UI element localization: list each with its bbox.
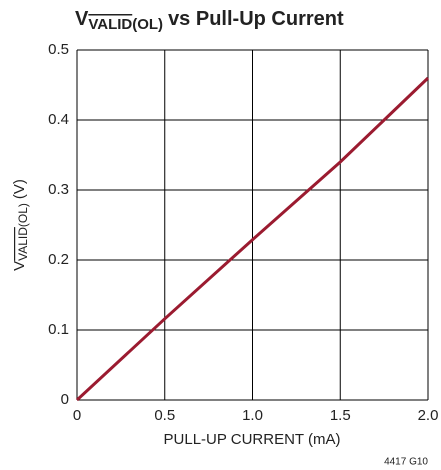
x-tick-label: 0.5 (154, 407, 175, 424)
title-part: vs Pull-Up Current (168, 8, 344, 30)
y-tick-label: 0.4 (48, 111, 69, 128)
label-part: (V) (11, 179, 28, 199)
x-tick-label: 1.5 (330, 407, 351, 424)
y-tick-label: 0 (61, 391, 69, 408)
y-tick-label: 0.2 (48, 251, 69, 268)
label-part: VALID (16, 227, 30, 261)
y-tick-label: 0.1 (48, 321, 69, 338)
x-tick-label: 0 (73, 407, 81, 424)
title-part: (OL) (132, 16, 163, 33)
y-axis-label: VVALID(OL) (V) (11, 179, 30, 271)
y-tick-label: 0.3 (48, 181, 69, 198)
label-part: V (11, 261, 28, 271)
chart-title: VVALID(OL) vs Pull-Up Current (75, 8, 344, 33)
label-part: (OL) (16, 203, 30, 227)
title-part: VALID (88, 16, 132, 33)
x-tick-label: 2.0 (418, 407, 439, 424)
x-tick-label: 1.0 (242, 407, 263, 424)
x-axis-label: PULL-UP CURRENT (mA) (164, 431, 341, 448)
data-line (75, 76, 430, 402)
figure-code: 4417 G10 (384, 457, 428, 468)
title-part: V (75, 8, 89, 30)
y-tick-label: 0.5 (48, 41, 69, 58)
